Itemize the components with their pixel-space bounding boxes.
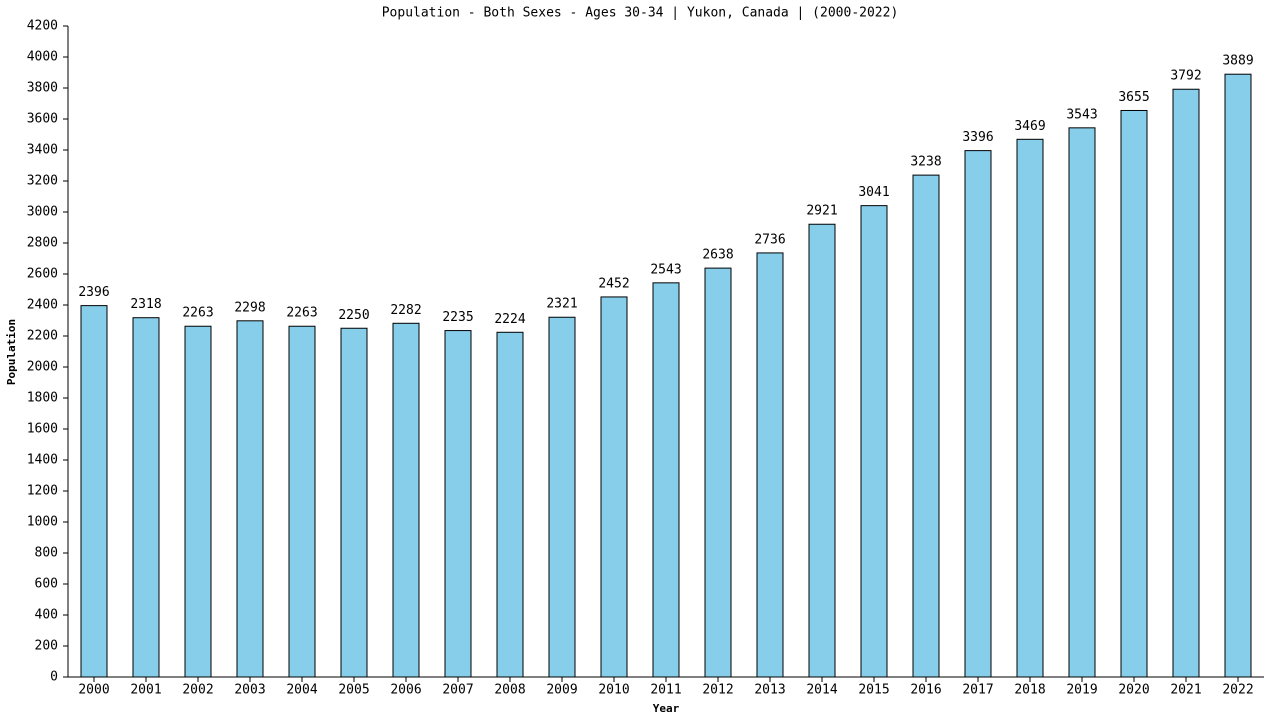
y-tick-label: 3400 <box>27 143 58 158</box>
bar <box>860 205 888 678</box>
value-label: 2736 <box>754 232 785 247</box>
value-label: 2921 <box>806 204 837 219</box>
value-label: 2250 <box>338 308 369 323</box>
y-tick-label: 600 <box>35 577 58 592</box>
x-tick-label: 2011 <box>650 683 681 698</box>
y-tick-label: 2800 <box>27 236 58 251</box>
bar <box>80 305 108 678</box>
x-tick-label: 2008 <box>494 683 525 698</box>
bar <box>912 174 940 678</box>
value-label: 2263 <box>286 306 317 321</box>
value-label: 3469 <box>1014 119 1045 134</box>
y-tick-label: 2000 <box>27 360 58 375</box>
value-label: 2282 <box>390 303 421 318</box>
value-label: 3543 <box>1066 107 1097 122</box>
x-tick-label: 2021 <box>1170 683 1201 698</box>
bar <box>184 325 212 678</box>
x-tick-label: 2001 <box>130 683 161 698</box>
bar <box>392 322 420 678</box>
y-tick-label: 400 <box>35 608 58 623</box>
x-tick-label: 2012 <box>702 683 733 698</box>
x-tick-label: 2009 <box>546 683 577 698</box>
value-label: 2263 <box>182 306 213 321</box>
x-tick-label: 2010 <box>598 683 629 698</box>
bar <box>1224 73 1252 678</box>
y-tick-label: 0 <box>50 670 58 685</box>
value-label: 3792 <box>1170 69 1201 84</box>
x-tick-label: 2000 <box>78 683 109 698</box>
y-tick-label: 1600 <box>27 422 58 437</box>
value-label: 2543 <box>650 262 681 277</box>
y-tick-label: 3800 <box>27 81 58 96</box>
bar <box>548 316 576 678</box>
bar <box>808 223 836 678</box>
value-label: 2452 <box>598 276 629 291</box>
value-label: 3041 <box>858 185 889 200</box>
x-tick-label: 2018 <box>1014 683 1045 698</box>
bar <box>132 317 160 678</box>
bar <box>444 330 472 678</box>
bar <box>756 252 784 678</box>
y-tick-label: 2600 <box>27 267 58 282</box>
y-tick-label: 2200 <box>27 329 58 344</box>
x-tick-label: 2017 <box>962 683 993 698</box>
value-label: 3396 <box>962 130 993 145</box>
x-tick-label: 2006 <box>390 683 421 698</box>
x-tick-label: 2003 <box>234 683 265 698</box>
y-tick-label: 200 <box>35 639 58 654</box>
value-label: 2224 <box>494 312 525 327</box>
value-label: 2638 <box>702 248 733 263</box>
bar <box>964 150 992 678</box>
y-tick-label: 3600 <box>27 112 58 127</box>
y-tick-label: 1200 <box>27 484 58 499</box>
x-tick-label: 2022 <box>1222 683 1253 698</box>
y-tick-label: 2400 <box>27 298 58 313</box>
bar <box>288 325 316 678</box>
value-label: 3238 <box>910 155 941 170</box>
bar <box>496 331 524 678</box>
x-tick-label: 2015 <box>858 683 889 698</box>
x-tick-label: 2007 <box>442 683 473 698</box>
bar <box>704 267 732 678</box>
x-tick-label: 2014 <box>806 683 837 698</box>
x-tick-label: 2013 <box>754 683 785 698</box>
y-axis-label: Population <box>5 319 18 385</box>
bar <box>236 320 264 678</box>
bar <box>1120 109 1148 678</box>
y-tick-label: 800 <box>35 546 58 561</box>
bar <box>1172 88 1200 678</box>
x-tick-label: 2002 <box>182 683 213 698</box>
value-label: 2298 <box>234 300 265 315</box>
value-label: 2318 <box>130 297 161 312</box>
x-tick-label: 2019 <box>1066 683 1097 698</box>
y-tick-label: 3200 <box>27 174 58 189</box>
value-label: 3655 <box>1118 90 1149 105</box>
x-tick-label: 2004 <box>286 683 317 698</box>
value-label: 2396 <box>78 285 109 300</box>
x-tick-label: 2020 <box>1118 683 1149 698</box>
bar <box>652 282 680 678</box>
y-tick-label: 4000 <box>27 50 58 65</box>
value-label: 3889 <box>1222 54 1253 69</box>
y-tick-label: 4200 <box>27 19 58 34</box>
chart-title: Population - Both Sexes - Ages 30-34 | Y… <box>382 6 899 21</box>
bar <box>340 327 368 678</box>
x-tick-label: 2016 <box>910 683 941 698</box>
x-tick-label: 2005 <box>338 683 369 698</box>
value-label: 2321 <box>546 297 577 312</box>
y-tick-label: 3000 <box>27 205 58 220</box>
value-label: 2235 <box>442 310 473 325</box>
x-axis-label: Year <box>653 702 680 715</box>
y-tick-label: 1400 <box>27 453 58 468</box>
bar <box>600 296 628 678</box>
y-tick-label: 1800 <box>27 391 58 406</box>
bar <box>1068 127 1096 678</box>
bar <box>1016 138 1044 678</box>
y-tick-label: 1000 <box>27 515 58 530</box>
